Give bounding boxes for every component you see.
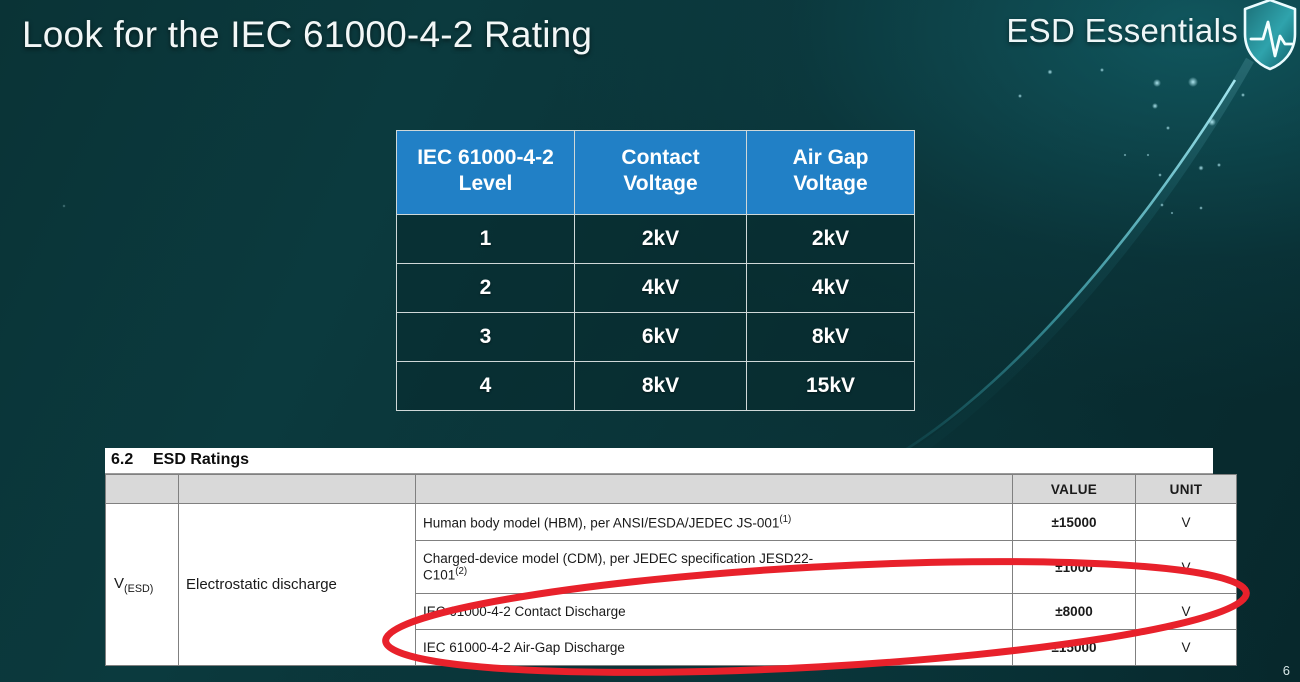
header-cell-contact-voltage: Contact Voltage [574, 130, 747, 215]
cell-unit: V [1135, 629, 1237, 666]
brand-label: ESD Essentials [1006, 12, 1238, 49]
cell-description: Charged-device model (CDM), per JEDEC sp… [415, 540, 1013, 594]
cell-unit: V [1135, 540, 1237, 594]
table-row: 4 8kV 15kV [396, 360, 915, 411]
symbol-text: V [114, 574, 125, 592]
symbol-subscript: (ESD) [124, 582, 154, 595]
cell-description: Human body model (HBM), per ANSI/ESDA/JE… [415, 503, 1013, 541]
cell-description: IEC 61000-4-2 Contact Discharge [415, 593, 1013, 630]
header-line-1: Air Gap [792, 146, 869, 169]
header-cell-value: VALUE [1012, 474, 1136, 504]
iec-levels-table: IEC 61000-4-2 Level Contact Voltage Air … [396, 130, 915, 411]
cell-value: ±8000 [1012, 593, 1136, 630]
cell-airgap: 15kV [746, 360, 915, 411]
datasheet-section-heading: 6.2 ESD Ratings [105, 448, 1213, 474]
cell-airgap: 8kV [746, 311, 915, 362]
footnote-marker: (1) [779, 513, 792, 525]
description-text: Charged-device model (CDM), per JEDEC sp… [423, 551, 814, 567]
cell-contact: 8kV [574, 360, 747, 411]
cell-level: 2 [396, 262, 575, 313]
description-text-line2: C101 [423, 567, 456, 583]
section-title: ESD Ratings [153, 451, 250, 468]
esd-ratings-table: VALUE UNIT V(ESD) Electrostatic discharg… [105, 474, 1237, 666]
header-cell-parameter [178, 474, 416, 504]
shield-heartbeat-icon [1243, 0, 1297, 71]
header-line-2: Level [458, 172, 513, 196]
header-line-1: Contact [621, 146, 700, 169]
table-header-row: IEC 61000-4-2 Level Contact Voltage Air … [396, 130, 915, 215]
section-number: 6.2 [111, 451, 134, 468]
header-line-2: Voltage [793, 172, 868, 196]
cell-value: ±15000 [1012, 629, 1136, 666]
cell-level: 3 [396, 311, 575, 362]
header-line-1: IEC 61000-4-2 [417, 146, 554, 169]
table-row: V(ESD) Electrostatic discharge Human bod… [105, 503, 1237, 666]
footnote-marker: (2) [455, 566, 468, 578]
header-cell-air-gap-voltage: Air Gap Voltage [746, 130, 915, 215]
cell-symbol: V(ESD) [105, 503, 179, 666]
cell-value: ±15000 [1012, 503, 1136, 541]
cell-contact: 4kV [574, 262, 747, 313]
cell-parameter: Electrostatic discharge [178, 503, 416, 666]
datasheet-excerpt: 6.2 ESD Ratings VALUE UNIT V(ESD) Elect [105, 448, 1237, 666]
header-cell-description [415, 474, 1013, 504]
header-line-2: Voltage [623, 172, 698, 196]
page-number: 6 [1282, 663, 1290, 678]
cell-value: ±1000 [1012, 540, 1136, 594]
cell-airgap: 2kV [746, 213, 915, 264]
cell-airgap: 4kV [746, 262, 915, 313]
cell-unit: V [1135, 503, 1237, 541]
table-row: 1 2kV 2kV [396, 213, 915, 264]
description-text: Human body model (HBM), per ANSI/ESDA/JE… [423, 515, 780, 531]
header-cell-level: IEC 61000-4-2 Level [396, 130, 575, 215]
table-header-row: VALUE UNIT [105, 474, 1237, 504]
slide-title: Look for the IEC 61000-4-2 Rating [22, 14, 593, 55]
table-row: 2 4kV 4kV [396, 262, 915, 313]
cell-level: 1 [396, 213, 575, 264]
cell-description: IEC 61000-4-2 Air-Gap Discharge [415, 629, 1013, 666]
cell-contact: 2kV [574, 213, 747, 264]
header-cell-unit: UNIT [1135, 474, 1237, 504]
table-row: 3 6kV 8kV [396, 311, 915, 362]
cell-level: 4 [396, 360, 575, 411]
cell-contact: 6kV [574, 311, 747, 362]
header-cell-symbol [105, 474, 179, 504]
cell-unit: V [1135, 593, 1237, 630]
